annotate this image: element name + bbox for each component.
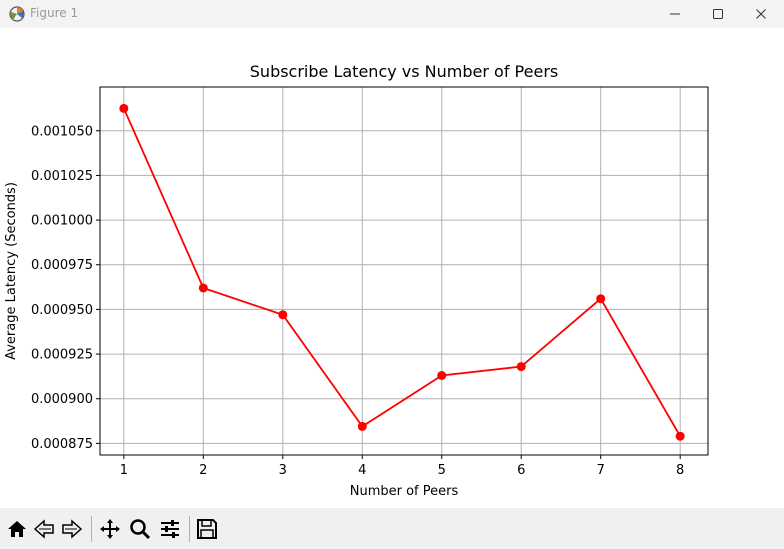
toolbar-separator (91, 516, 92, 542)
zoom-icon (130, 519, 151, 540)
series-line (123, 108, 681, 437)
x-tick-label: 4 (358, 463, 366, 478)
y-tick-label: 0.000925 (31, 348, 93, 363)
y-tick-label: 0.000900 (31, 392, 93, 407)
data-point (278, 310, 288, 320)
save-icon (197, 519, 217, 539)
y-axis-label: Average Latency (Seconds) (4, 182, 19, 360)
data-point (516, 362, 526, 372)
data-point (437, 371, 447, 381)
maximize-button[interactable] (695, 0, 741, 28)
data-point (596, 294, 606, 304)
back-icon (33, 519, 54, 539)
y-tick-label: 0.001025 (31, 169, 93, 184)
back-button[interactable] (31, 516, 57, 542)
y-tick-label: 0.001050 (31, 124, 93, 139)
close-button[interactable] (738, 0, 784, 28)
pan-icon (100, 519, 120, 539)
data-point (675, 431, 685, 441)
window-title: Figure 1 (30, 6, 79, 20)
matplotlib-app-icon (9, 6, 25, 22)
y-tick-label: 0.000975 (31, 258, 93, 273)
home-button[interactable] (4, 516, 30, 542)
window-titlebar: Figure 1 (0, 0, 784, 28)
close-icon (756, 9, 766, 19)
data-series (119, 103, 685, 441)
x-tick-label: 1 (120, 463, 128, 478)
toolbar-separator (189, 516, 190, 542)
x-tick-label: 7 (597, 463, 605, 478)
y-tick-label: 0.000875 (31, 437, 93, 452)
configure-subplots-button[interactable] (157, 516, 183, 542)
chart-title: Subscribe Latency vs Number of Peers (250, 62, 558, 81)
data-point (357, 421, 367, 431)
configure-subplots-icon (161, 520, 179, 538)
minimize-button[interactable] (652, 0, 698, 28)
axis-ticks: 1 2 3 4 5 6 7 8 0.000875 0.000900 0.000925 0.000950… (31, 124, 684, 478)
y-tick-label: 0.001000 (31, 214, 93, 229)
line-chart: Subscribe Latency vs Number of Peers 1 2 3… (4, 62, 709, 499)
x-axis-label: Number of Peers (350, 484, 459, 499)
x-tick-label: 2 (199, 463, 207, 478)
navigation-toolbar (0, 508, 784, 549)
x-tick-label: 5 (438, 463, 446, 478)
save-button[interactable] (194, 516, 220, 542)
minimize-icon (670, 13, 680, 15)
figure-canvas[interactable]: Subscribe Latency vs Number of Peers 1 2 3… (0, 28, 784, 508)
data-point (198, 283, 208, 293)
y-tick-label: 0.000950 (31, 303, 93, 318)
forward-icon (62, 519, 83, 539)
x-tick-label: 6 (517, 463, 525, 478)
plot-area (99, 86, 709, 456)
data-point (119, 103, 129, 113)
forward-button[interactable] (59, 516, 85, 542)
maximize-icon (713, 9, 723, 19)
x-tick-label: 8 (676, 463, 684, 478)
x-tick-label: 3 (279, 463, 287, 478)
zoom-button[interactable] (127, 516, 153, 542)
home-icon (8, 521, 26, 537)
pan-button[interactable] (97, 516, 123, 542)
